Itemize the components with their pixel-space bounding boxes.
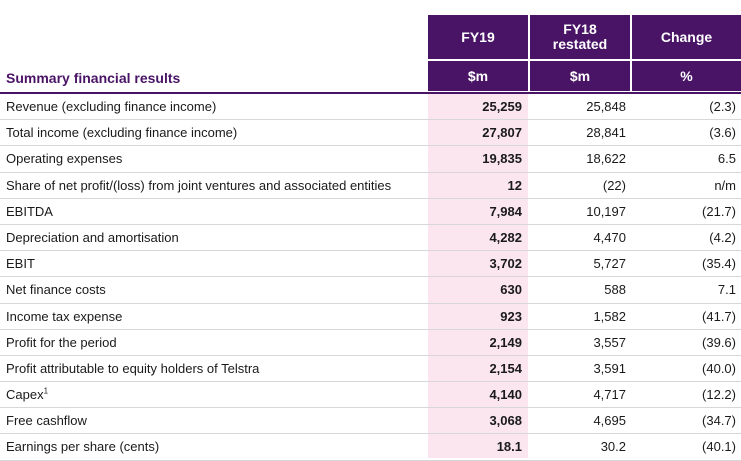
fy19-value: 2,149 bbox=[489, 334, 522, 350]
header-fy19: FY19 bbox=[428, 15, 528, 59]
fy18-value: 1,582 bbox=[593, 308, 626, 324]
fy19-value: 19,835 bbox=[482, 151, 522, 167]
table-row: EBITDA 7,984 10,197 (21.7) bbox=[0, 199, 741, 225]
header-fy18-line2: restated bbox=[552, 36, 608, 52]
header-fy18-line1: FY18 bbox=[563, 21, 597, 37]
fy18-value: 4,695 bbox=[593, 413, 626, 429]
change-value: (2.3) bbox=[709, 99, 736, 114]
table-row: Operating expenses 19,835 18,622 6.5 bbox=[0, 146, 741, 173]
change-value: n/m bbox=[714, 177, 736, 193]
table-body: Revenue (excluding finance income) 25,259… bbox=[0, 94, 741, 461]
fy19-value: 923 bbox=[500, 308, 522, 324]
fy18-value: 25,848 bbox=[586, 99, 626, 114]
table-row: Share of net profit/(loss) from joint ve… bbox=[0, 173, 741, 199]
fy18-value: (22) bbox=[602, 177, 626, 193]
fy18-value: 5,727 bbox=[593, 256, 626, 272]
row-label-text: Depreciation and amortisation bbox=[6, 229, 179, 245]
row-label: Share of net profit/(loss) from joint ve… bbox=[6, 173, 391, 198]
unit-change: % bbox=[632, 61, 741, 91]
fy18-value: 588 bbox=[604, 282, 626, 298]
row-label: Income tax expense bbox=[6, 304, 122, 329]
row-label: Total income (excluding finance income) bbox=[6, 120, 237, 145]
fy19-value: 630 bbox=[500, 282, 522, 298]
change-value: (35.4) bbox=[702, 256, 736, 272]
fy19-value: 12 bbox=[507, 177, 522, 193]
change-value: (40.0) bbox=[702, 360, 736, 376]
fy19-value: 27,807 bbox=[482, 125, 522, 141]
row-label-text: Income tax expense bbox=[6, 308, 123, 324]
row-label-text: Capex bbox=[6, 387, 44, 403]
row-label: Profit attributable to equity holders of… bbox=[6, 356, 259, 381]
row-label-text: Free cashflow bbox=[6, 413, 87, 429]
row-label-text: Operating expenses bbox=[6, 151, 123, 167]
fy18-value: 10,197 bbox=[586, 203, 626, 219]
fy18-value: 3,591 bbox=[593, 360, 626, 376]
table-row: Earnings per share (cents) 18.1 30.2 (40.1) bbox=[0, 434, 741, 461]
row-label: Profit for the period bbox=[6, 330, 117, 355]
row-label: Free cashflow bbox=[6, 408, 87, 433]
fy18-value: 18,622 bbox=[586, 151, 626, 167]
table-row: EBIT 3,702 5,727 (35.4) bbox=[0, 251, 741, 278]
table-header: FY19 FY18 restated Change $m $m % bbox=[428, 15, 741, 91]
row-label: EBITDA bbox=[6, 199, 53, 224]
fy19-value: 4,140 bbox=[489, 387, 522, 403]
fy18-value: 4,717 bbox=[593, 387, 626, 403]
fy18-value: 3,557 bbox=[593, 334, 626, 350]
row-label-text: EBITDA bbox=[6, 203, 53, 219]
change-value: (21.7) bbox=[702, 203, 736, 219]
change-value: (3.6) bbox=[709, 125, 736, 141]
fy18-value: 28,841 bbox=[586, 125, 626, 141]
table-row: Free cashflow 3,068 4,695 (34.7) bbox=[0, 408, 741, 435]
title-rule bbox=[0, 92, 741, 94]
row-label-text: Total income (excluding finance income) bbox=[6, 125, 238, 141]
unit-fy18: $m bbox=[530, 61, 630, 91]
section-title: Summary financial results bbox=[6, 70, 181, 86]
table-row: Total income (excluding finance income) 2… bbox=[0, 120, 741, 147]
fy19-value: 3,068 bbox=[489, 413, 522, 429]
footnote-marker: 1 bbox=[43, 386, 49, 396]
change-value: 6.5 bbox=[717, 151, 736, 167]
fy19-value: 25,259 bbox=[482, 99, 522, 114]
change-value: 7.1 bbox=[717, 282, 736, 298]
table-row: Profit for the period 2,149 3,557 (39.6) bbox=[0, 330, 741, 356]
fy18-value: 30.2 bbox=[600, 439, 626, 455]
row-label: Capex1 bbox=[6, 382, 48, 407]
row-label: Revenue (excluding finance income) bbox=[6, 94, 216, 119]
table-row: Profit attributable to equity holders of… bbox=[0, 356, 741, 383]
row-label: Earnings per share (cents) bbox=[6, 434, 159, 459]
fy19-highlight-column bbox=[428, 94, 528, 458]
fy19-value: 4,282 bbox=[489, 229, 522, 245]
row-label-text: EBIT bbox=[6, 256, 35, 272]
change-value: (41.7) bbox=[702, 308, 736, 324]
fy19-value: 18.1 bbox=[496, 439, 522, 455]
row-label-text: Revenue (excluding finance income) bbox=[6, 99, 217, 114]
row-label-text: Earnings per share (cents) bbox=[6, 439, 160, 455]
table-row: Revenue (excluding finance income) 25,259… bbox=[0, 94, 741, 121]
fy18-value: 4,470 bbox=[593, 229, 626, 245]
table-row: Depreciation and amortisation 4,282 4,470 (… bbox=[0, 225, 741, 252]
change-value: (39.6) bbox=[702, 334, 736, 350]
table-row: Net finance costs 630 588 7.1 bbox=[0, 277, 741, 304]
change-value: (40.1) bbox=[702, 439, 736, 455]
row-label: Net finance costs bbox=[6, 277, 106, 302]
row-label: Depreciation and amortisation bbox=[6, 225, 179, 250]
change-value: (34.7) bbox=[702, 413, 736, 429]
unit-fy19: $m bbox=[428, 61, 528, 91]
table-row: Income tax expense 923 1,582 (41.7) bbox=[0, 304, 741, 330]
row-label: Operating expenses bbox=[6, 146, 122, 171]
row-label: EBIT bbox=[6, 251, 35, 276]
change-value: (12.2) bbox=[702, 387, 736, 403]
row-label-text: Profit for the period bbox=[6, 334, 117, 350]
fy19-value: 7,984 bbox=[489, 203, 522, 219]
header-fy18-restated: FY18 restated bbox=[530, 15, 630, 59]
header-change: Change bbox=[632, 15, 741, 59]
table-row: Capex1 4,140 4,717 (12.2) bbox=[0, 382, 741, 409]
fy19-value: 2,154 bbox=[489, 360, 522, 376]
row-label-text: Net finance costs bbox=[6, 282, 106, 298]
fy19-value: 3,702 bbox=[489, 256, 522, 272]
change-value: (4.2) bbox=[709, 229, 736, 245]
row-label-text: Profit attributable to equity holders of… bbox=[6, 360, 260, 376]
row-label-text: Share of net profit/(loss) from joint ve… bbox=[6, 177, 392, 193]
